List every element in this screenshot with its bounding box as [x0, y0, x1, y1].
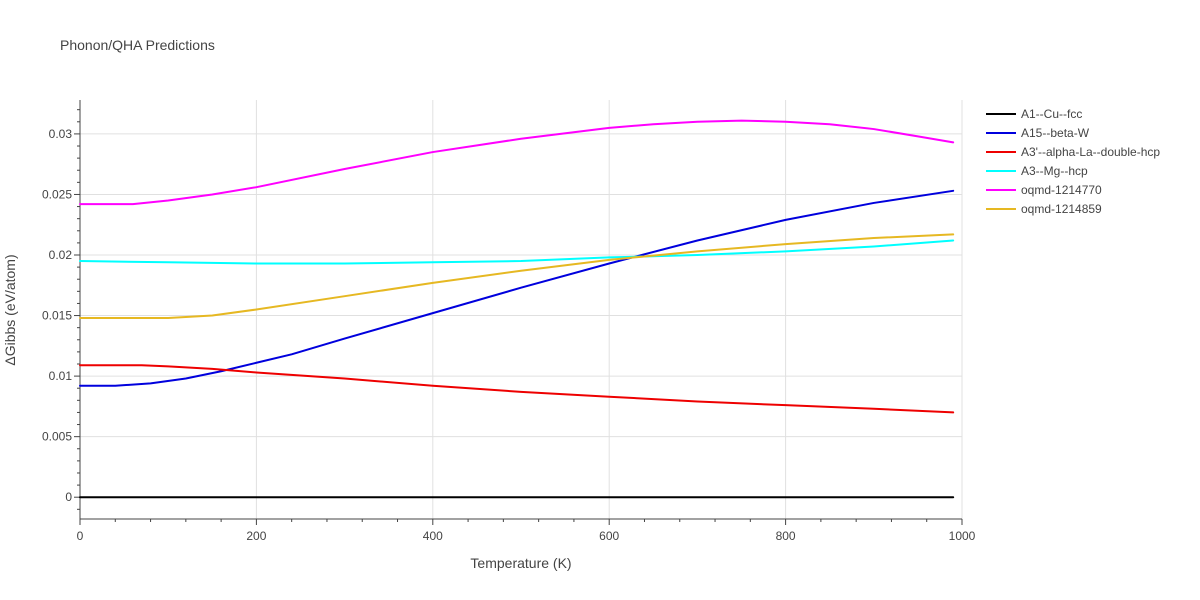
y-tick-label: 0	[65, 490, 72, 504]
legend-label: A3--Mg--hcp	[1021, 164, 1088, 178]
y-tick-label: 0.025	[42, 187, 72, 201]
legend[interactable]: A1--Cu--fcc A15--beta-W A3'--alpha-La--dou…	[986, 107, 1160, 216]
series-line-5	[79, 233, 955, 319]
tick-labels: 0 200 400 600 800 1000 0 0.005 0.01 0.015 0.02 0.02…	[42, 127, 976, 543]
legend-label: oqmd-1214859	[1021, 202, 1102, 216]
y-tick-label: 0.005	[42, 430, 72, 444]
legend-item-1[interactable]: A15--beta-W	[986, 126, 1090, 140]
legend-item-0[interactable]: A1--Cu--fcc	[986, 107, 1082, 121]
series-line-1	[79, 189, 955, 387]
legend-label: A1--Cu--fcc	[1021, 107, 1082, 121]
grid	[79, 100, 963, 519]
series-line-4	[79, 119, 955, 206]
series-lines	[79, 119, 955, 499]
x-tick-label: 400	[423, 529, 443, 543]
y-tick-label: 0.02	[49, 248, 73, 262]
chart-title: Phonon/QHA Predictions	[60, 37, 215, 53]
series-line-2	[79, 364, 955, 414]
legend-label: A15--beta-W	[1021, 126, 1090, 140]
x-tick-label: 600	[599, 529, 619, 543]
y-tick-label: 0.015	[42, 309, 72, 323]
legend-label: oqmd-1214770	[1021, 183, 1102, 197]
x-tick-label: 800	[776, 529, 796, 543]
x-tick-label: 1000	[949, 529, 976, 543]
legend-label: A3'--alpha-La--double-hcp	[1021, 145, 1160, 159]
x-axis-title: Temperature (K)	[470, 555, 571, 571]
y-tick-label: 0.01	[49, 369, 73, 383]
legend-item-5[interactable]: oqmd-1214859	[986, 202, 1102, 216]
x-tick-label: 200	[246, 529, 266, 543]
y-tick-label: 0.03	[49, 127, 73, 141]
x-tick-label: 0	[77, 529, 84, 543]
legend-item-3[interactable]: A3--Mg--hcp	[986, 164, 1088, 178]
axes	[74, 100, 963, 525]
legend-item-2[interactable]: A3'--alpha-La--double-hcp	[986, 145, 1160, 159]
series-line-3	[79, 239, 955, 265]
legend-item-4[interactable]: oqmd-1214770	[986, 183, 1102, 197]
y-axis-title: ΔGibbs (eV/atom)	[2, 254, 18, 365]
